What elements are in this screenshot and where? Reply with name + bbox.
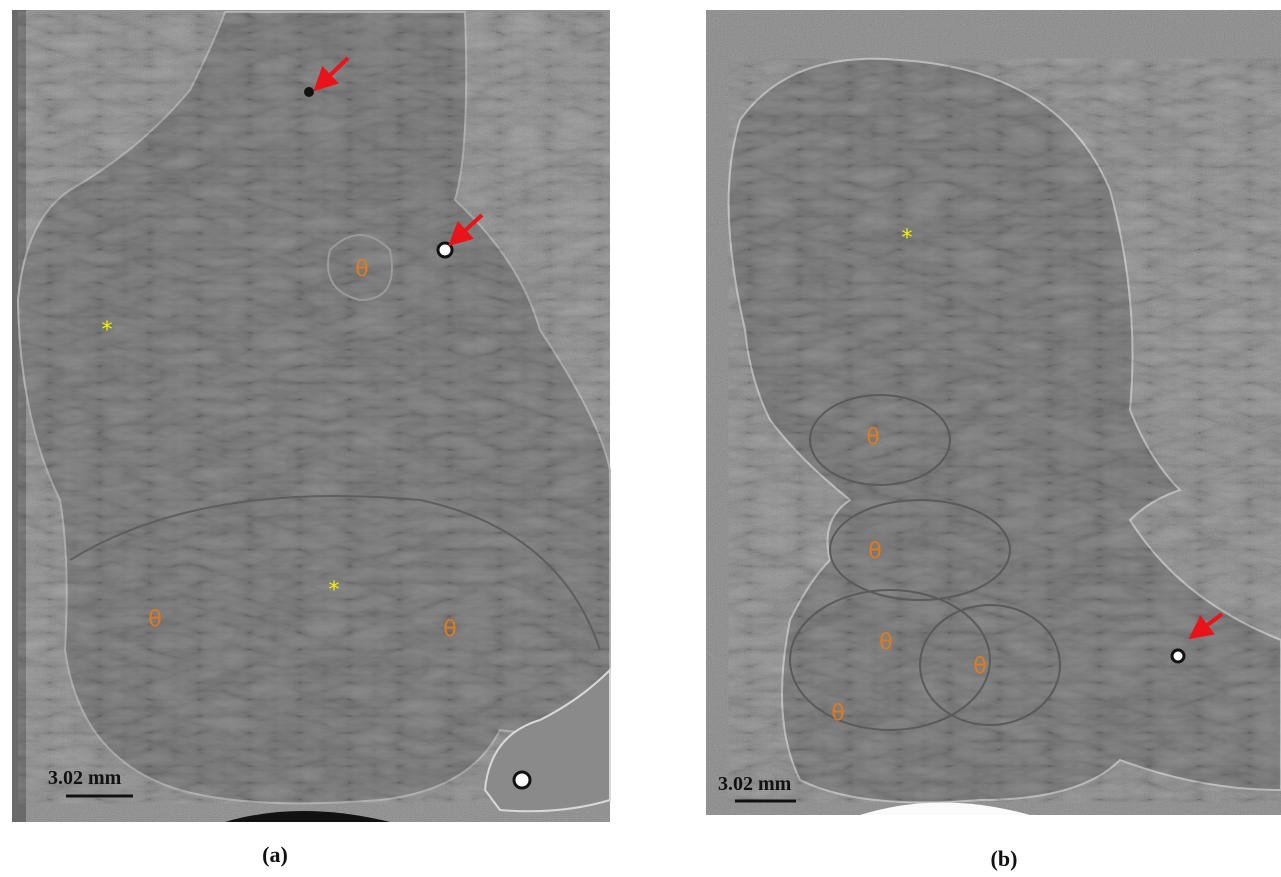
panel-b: 3.02 mm — [706, 10, 1281, 815]
page: 3.02 mm 3.02 mm (a) (b) **θθθ*θθθθθ (() … — [0, 0, 1281, 877]
scale-bar-label: 3.02 mm — [48, 767, 122, 789]
figure: 3.02 mm 3.02 mm (a) (b) * * θ θ θ * θ θ θ θ θ — [0, 0, 1281, 877]
caption: (b) — [991, 846, 1018, 871]
bead — [304, 87, 314, 97]
scale-bar-label: 3.02 mm — [718, 773, 792, 795]
panel-a: 3.02 mm — [12, 10, 610, 822]
bead — [438, 243, 452, 257]
annotation-label: θ — [879, 630, 892, 655]
annotation-label: * — [902, 226, 913, 251]
annotation-label: θ — [868, 539, 881, 564]
annotation-label: * — [102, 318, 113, 343]
annotation-label: θ — [443, 617, 456, 642]
annotation-label: * — [329, 578, 340, 603]
image-edge — [12, 10, 26, 822]
annotation-label: θ — [831, 701, 844, 726]
bead — [1172, 650, 1184, 662]
bead — [514, 772, 530, 788]
annotation-label: θ — [148, 607, 161, 632]
annotation-label: θ — [973, 654, 986, 679]
annotation-label: θ — [866, 425, 879, 450]
caption: (a) — [262, 842, 288, 867]
annotation-label: θ — [355, 257, 368, 282]
